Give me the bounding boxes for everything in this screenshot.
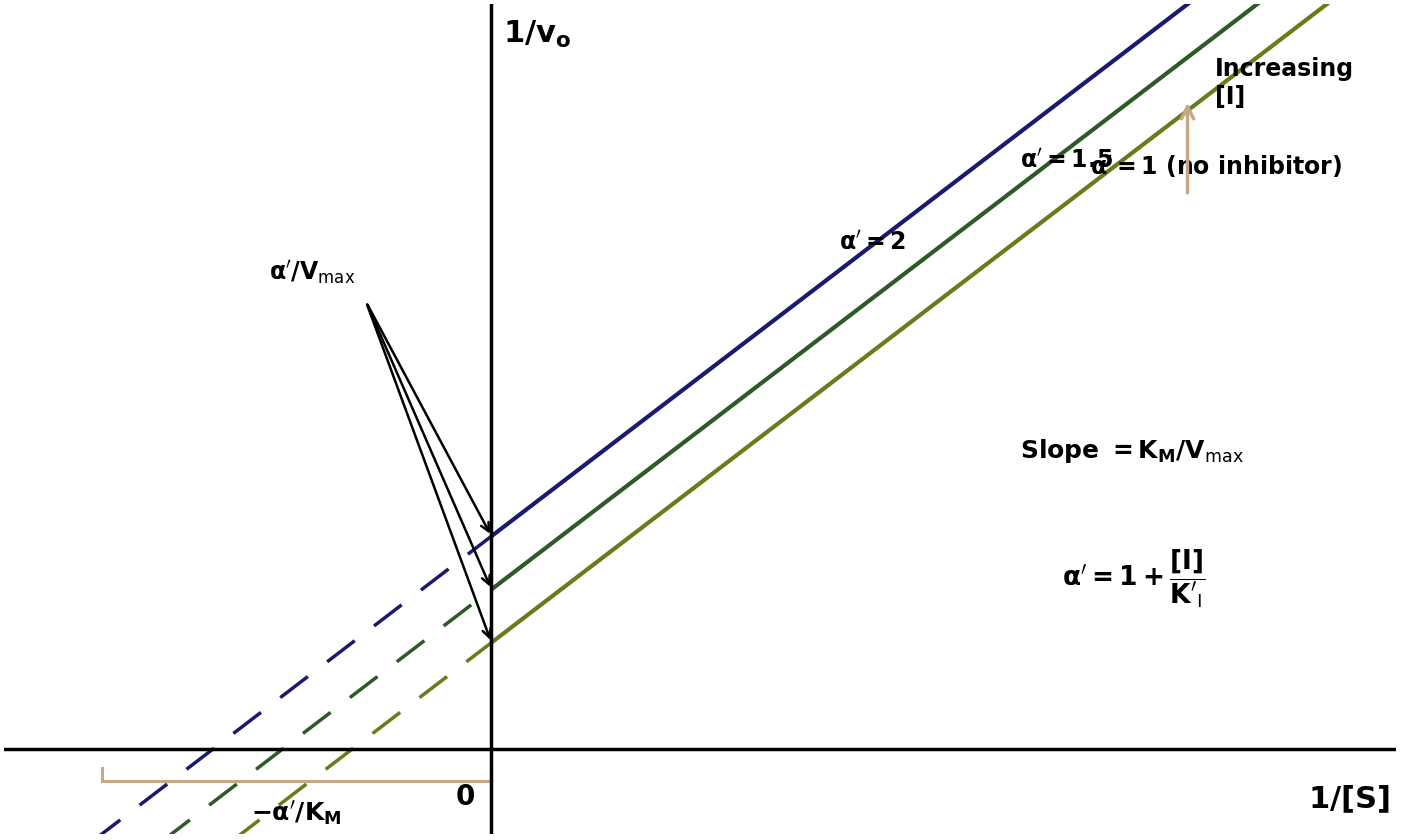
Text: $\mathbf{-\alpha'/K_M}$: $\mathbf{-\alpha'/K_M}$ [251,801,342,828]
Text: $\mathbf{\alpha' = 1.5}$: $\mathbf{\alpha' = 1.5}$ [1021,149,1114,172]
Text: $\mathbf{\alpha' = 1 + \dfrac{[I]}{K'_{\mathrm{I}}}}$: $\mathbf{\alpha' = 1 + \dfrac{[I]}{K'_{\… [1062,548,1206,610]
Text: Slope $\mathbf{= K_M/V_{\mathrm{max}}}$: Slope $\mathbf{= K_M/V_{\mathrm{max}}}$ [1021,437,1244,465]
Text: $\mathbf{\alpha' = 2}$: $\mathbf{\alpha' = 2}$ [840,230,907,255]
Text: $\mathbf{1/v_o}$: $\mathbf{1/v_o}$ [503,19,570,50]
Text: 0: 0 [455,783,474,811]
Text: $\mathbf{\alpha'/V_{\mathrm{max}}}$: $\mathbf{\alpha'/V_{\mathrm{max}}}$ [268,258,354,286]
Text: Increasing
[I]: Increasing [I] [1216,57,1354,109]
Text: $\mathbf{1/[S]}$: $\mathbf{1/[S]}$ [1308,783,1389,815]
Text: $\mathbf{\alpha' = 1}$ (no inhibitor): $\mathbf{\alpha' = 1}$ (no inhibitor) [1090,153,1343,180]
